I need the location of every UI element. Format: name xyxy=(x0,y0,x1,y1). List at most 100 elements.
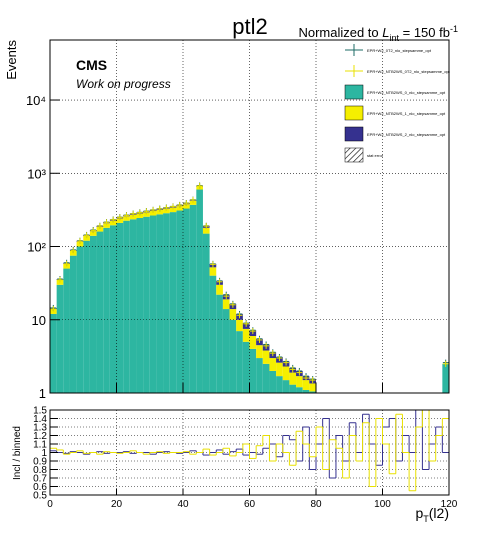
y-tick-label: 0.6 xyxy=(33,482,47,493)
bar-segment xyxy=(149,215,157,393)
bar-segment xyxy=(189,204,197,393)
bar-segment xyxy=(242,341,250,393)
bar-segment xyxy=(276,362,283,377)
bar-segment xyxy=(229,309,237,320)
frame xyxy=(49,409,450,496)
y-axis-title: Events xyxy=(4,40,19,80)
bar-segment xyxy=(269,358,277,371)
y-tick-label: 10 xyxy=(32,313,46,328)
bar-segment xyxy=(169,207,177,213)
bar-segment xyxy=(103,223,110,228)
x-title-rest: (l2) xyxy=(429,505,449,521)
bar-segment xyxy=(442,363,449,393)
x-title-p: p xyxy=(415,505,423,521)
bar-segment xyxy=(136,218,144,393)
bar-segment xyxy=(262,363,270,393)
legend-swatch xyxy=(344,84,364,100)
bar-segment xyxy=(242,328,250,342)
lumi-sup: -1 xyxy=(450,24,458,34)
bar-segment xyxy=(109,220,117,226)
bar-segment xyxy=(269,370,277,393)
y-tick-label: 10⁴ xyxy=(26,93,46,108)
bar-segment xyxy=(202,227,210,234)
legend-label: EPR+W2_NTB2WS_1_nlo_stepsamme_opt xyxy=(367,111,446,116)
x-tick-label: 100 xyxy=(374,499,391,510)
legend-swatch xyxy=(344,147,364,163)
bar-segment xyxy=(236,319,243,332)
bar-segment xyxy=(216,294,223,393)
y-tick-label: 1.1 xyxy=(33,440,47,451)
y-tick-label: 10² xyxy=(27,240,46,255)
bar-segment xyxy=(69,255,77,393)
legend-swatch xyxy=(344,126,364,142)
x-tick-label: 40 xyxy=(177,499,189,510)
bar-segment xyxy=(176,206,183,211)
y-tick-label: 1.4 xyxy=(33,414,47,425)
bar-segment xyxy=(169,212,177,393)
y-tick-label: 1.3 xyxy=(33,423,47,434)
legend-label: stat error xyxy=(367,153,384,158)
bar-segment xyxy=(163,213,170,393)
bar-segment xyxy=(249,348,257,393)
y-tick-label: 1.2 xyxy=(33,431,47,442)
legend-label: EPR+W2_0T2_nlo_stepsamme_opt xyxy=(367,48,432,53)
bar-segment xyxy=(296,387,303,393)
bar-segment xyxy=(249,336,257,349)
bar-segment xyxy=(83,236,90,241)
chart-title: ptl2 xyxy=(232,14,267,39)
y-tick-label: 1.5 xyxy=(33,406,47,417)
bar-segment xyxy=(129,219,137,393)
bar-segment xyxy=(256,358,263,393)
x-title-sub: T xyxy=(423,514,429,524)
bar-segment xyxy=(216,284,223,295)
bar-segment xyxy=(176,210,183,393)
y-tick-label: 0.8 xyxy=(33,465,47,476)
bar-segment xyxy=(282,366,290,381)
bar-segment xyxy=(282,380,290,393)
y-tick-label: 0.9 xyxy=(33,457,47,468)
bar-segment xyxy=(276,376,283,393)
y-tick-label: 1 xyxy=(41,448,47,459)
bar-segment xyxy=(143,212,150,217)
bar-segment xyxy=(209,275,217,393)
bar-segment xyxy=(116,222,124,393)
bar-segment xyxy=(143,216,150,393)
bar-segment xyxy=(123,216,130,221)
bar-segment xyxy=(116,218,124,223)
legend: EPR+W2_0T2_nlo_stepsamme_opt EPR+W2_NTB2W… xyxy=(344,44,451,163)
lumi-sub: int xyxy=(390,33,400,43)
lumi-text: Normalized to xyxy=(298,25,382,40)
cms-label: CMS xyxy=(76,57,107,73)
x-tick-label: 60 xyxy=(244,499,256,510)
main-panel: 1 10 10² 10³ 10⁴ xyxy=(26,39,450,401)
y-tick-label: 10³ xyxy=(27,166,46,181)
y-tick-label: 0.7 xyxy=(33,474,47,485)
bar-segment xyxy=(309,383,316,392)
bar-segment xyxy=(229,319,237,393)
bar-segment xyxy=(309,391,316,393)
bar-segment xyxy=(89,235,97,393)
lumi-label: Normalized to Lint = 150 fb-1 xyxy=(298,24,458,43)
bar-segment xyxy=(222,309,230,393)
ratio-y-title: Incl / binned xyxy=(12,426,23,480)
bar-segment xyxy=(296,376,303,388)
bar-segment xyxy=(236,331,243,393)
bar-segment xyxy=(183,204,190,209)
y-tick-label: 1 xyxy=(39,386,46,401)
frame xyxy=(49,39,450,394)
bar-segment xyxy=(196,189,203,393)
x-tick-label: 120 xyxy=(441,499,458,510)
bar-segment xyxy=(289,384,297,393)
bar-segment xyxy=(256,345,263,359)
lumi-value: = 150 fb xyxy=(399,25,450,40)
lumi-symbol: L xyxy=(382,25,389,40)
bar-segment xyxy=(149,211,157,216)
legend-swatch xyxy=(344,105,364,121)
bar-segment xyxy=(262,350,270,364)
bar-segment xyxy=(289,372,297,385)
bar-segment xyxy=(136,213,144,219)
bar-segment xyxy=(183,208,190,393)
bar-segment xyxy=(202,233,210,393)
bar-segment xyxy=(83,240,90,393)
ratio-panel: 0.50.60.70.80.911.11.21.31.41.5 0 20 40 60 80… xyxy=(33,406,458,511)
